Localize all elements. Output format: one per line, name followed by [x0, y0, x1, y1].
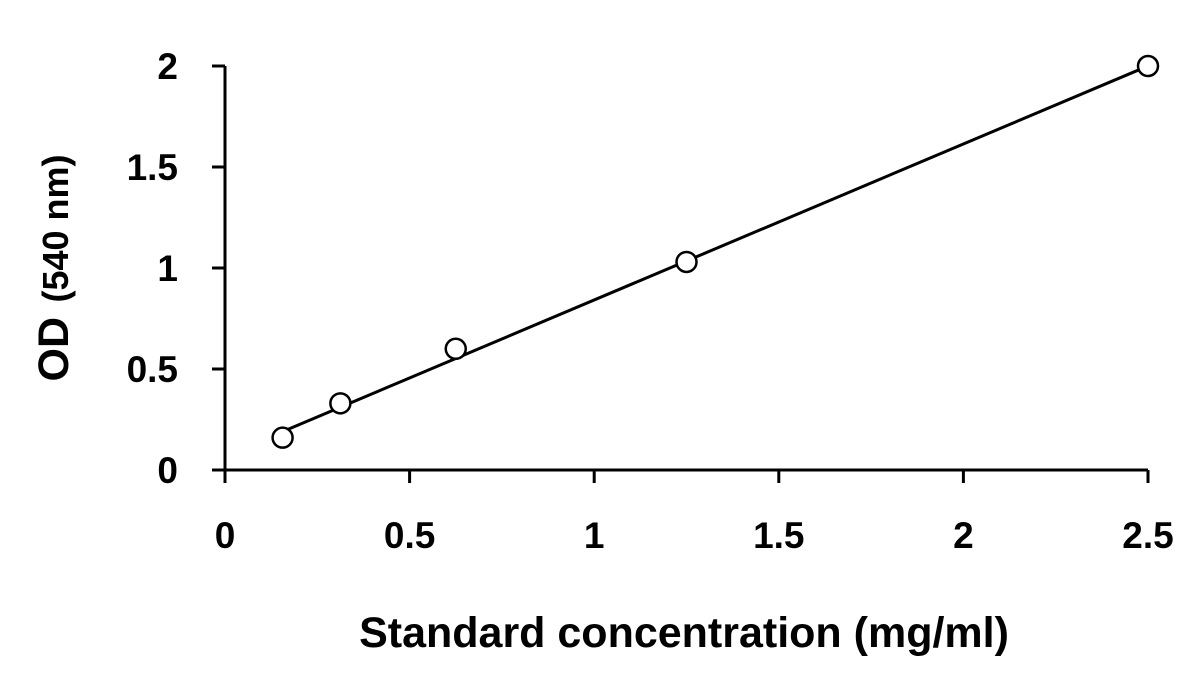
- x-axis-title: Standard concentration (mg/ml): [359, 609, 1009, 657]
- y-axis-title-main: OD: [30, 317, 78, 382]
- data-point: [675, 250, 698, 274]
- x-tick-label: 0.5: [384, 515, 435, 556]
- x-tick-label: 1: [584, 515, 605, 556]
- trendline-group: [282, 64, 1149, 434]
- y-tick-label: 0.5: [127, 349, 178, 390]
- y-tick-label: 0: [157, 450, 178, 491]
- y-axis-title-unit: (540 nm): [35, 155, 76, 303]
- trendline: [282, 64, 1149, 434]
- x-tick-label: 0: [215, 515, 236, 556]
- x-tick-label: 1.5: [753, 515, 804, 556]
- y-tick-label: 2: [157, 46, 178, 87]
- data-point: [271, 426, 294, 449]
- x-tick-label: 2: [953, 515, 974, 556]
- data-point: [329, 392, 352, 415]
- data-points: [271, 54, 1160, 449]
- y-tick-label: 1: [157, 248, 178, 289]
- tick-labels: 0 0.5 1 1.5 2 2.5 0 0.5 1 1.5 2: [127, 46, 1174, 556]
- y-tick-label: 1.5: [127, 147, 178, 188]
- x-tick-label: 2.5: [1122, 515, 1173, 556]
- y-axis-title: OD (540 nm): [30, 155, 78, 382]
- tick-marks: [212, 64, 1150, 483]
- data-point: [444, 337, 467, 361]
- data-point: [1136, 54, 1160, 78]
